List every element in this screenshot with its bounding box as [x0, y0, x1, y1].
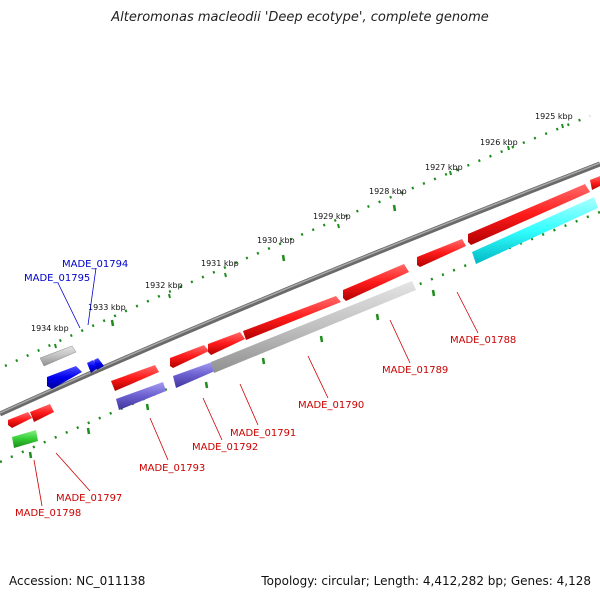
kbp-label-1934: 1934 kbp	[31, 324, 69, 333]
gene-feature-forward-1[interactable]	[170, 345, 209, 368]
gene-feature-forward-6[interactable]	[468, 184, 590, 245]
accession-text: Accession: NC_011138	[9, 574, 146, 588]
gene-label-made-01790[interactable]: MADE_01790	[298, 400, 364, 411]
kbp-label-1929: 1929 kbp	[313, 212, 351, 221]
leader-made-01793	[149, 417, 169, 461]
gene-feature-made-01793-purple[interactable]	[116, 382, 166, 410]
gene-feature-made-01798[interactable]	[8, 412, 32, 428]
leader-made-01788	[456, 291, 479, 334]
gene-label-made-01798[interactable]: MADE_01798	[15, 508, 81, 519]
inner-tick-track	[0, 210, 600, 464]
gene-label-made-01792[interactable]: MADE_01792	[192, 442, 258, 453]
leader-made-01790	[307, 355, 329, 399]
leader-made-01798	[33, 459, 43, 507]
gene-label-made-01793[interactable]: MADE_01793	[139, 463, 205, 474]
gene-feature-forward-4[interactable]	[343, 264, 409, 301]
gene-label-made-01795[interactable]: MADE_01795	[24, 273, 90, 284]
kbp-label-1932: 1932 kbp	[145, 281, 183, 290]
map-title: Alteromonas macleodii 'Deep ecotype', co…	[111, 10, 489, 25]
gene-feature-forward-5[interactable]	[417, 239, 466, 267]
gene-feature-made-01792-purple[interactable]	[173, 362, 215, 388]
kbp-label-1925: 1925 kbp	[535, 112, 573, 121]
gene-feature-1934-grey[interactable]	[39, 345, 77, 367]
genome-backbone-highlight	[0, 162, 600, 414]
kbp-label-1928: 1928 kbp	[369, 187, 407, 196]
outer-tick-track	[4, 114, 591, 368]
kbp-label-1927: 1927 kbp	[425, 163, 463, 172]
gene-feature-made-01794-a[interactable]	[87, 360, 99, 373]
gene-feature-forward-7[interactable]	[590, 176, 600, 190]
gene-feature-made-01797[interactable]	[30, 404, 54, 422]
leader-made-01795	[57, 282, 81, 329]
gene-label-made-01789[interactable]: MADE_01789	[382, 365, 448, 376]
gene-feature-forward-3[interactable]	[243, 296, 341, 340]
leader-made-01792	[202, 397, 223, 441]
leader-made-01791	[239, 383, 259, 426]
gene-label-made-01788[interactable]: MADE_01788	[450, 335, 516, 346]
gene-feature-made-01791-grey[interactable]	[211, 281, 416, 373]
leader-made-01794	[87, 267, 97, 326]
gene-feature-made-01794-b[interactable]	[94, 358, 104, 370]
leader-made-01797	[55, 452, 91, 492]
reverse-strand-features	[8, 197, 598, 448]
forward-strand-features	[39, 176, 600, 389]
kbp-label-1931: 1931 kbp	[201, 259, 239, 268]
gene-feature-cyan[interactable]	[472, 197, 598, 264]
gene-feature-forward-2[interactable]	[208, 332, 245, 355]
gene-feature-made-01795[interactable]	[47, 366, 82, 389]
gene-label-made-01791[interactable]: MADE_01791	[230, 428, 296, 439]
gene-feature-made-01793[interactable]	[111, 365, 159, 391]
gene-feature-green[interactable]	[12, 430, 38, 448]
leader-made-01789	[389, 319, 411, 364]
gene-label-made-01797[interactable]: MADE_01797	[56, 493, 122, 504]
genome-backbone	[0, 161, 600, 417]
kbp-label-1933: 1933 kbp	[88, 303, 126, 312]
genome-summary-text: Topology: circular; Length: 4,412,282 bp…	[261, 574, 591, 588]
kbp-label-1926: 1926 kbp	[480, 138, 518, 147]
gene-label-made-01794[interactable]: MADE_01794	[62, 259, 128, 270]
kbp-label-1930: 1930 kbp	[257, 236, 295, 245]
